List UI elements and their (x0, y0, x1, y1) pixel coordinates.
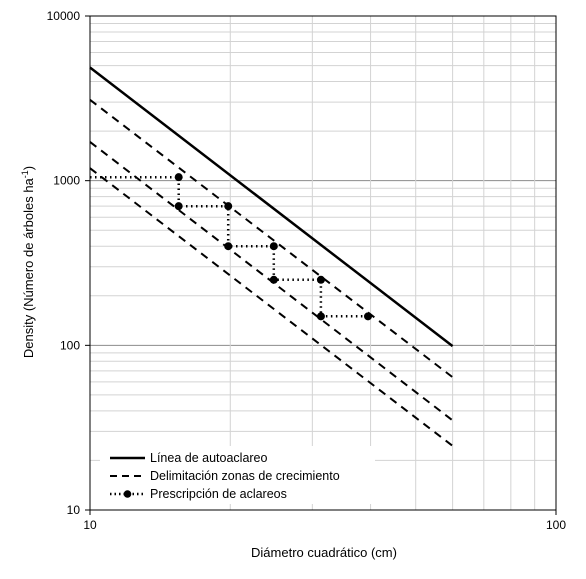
marker-layer (174, 173, 373, 321)
y-tick-label: 10 (67, 503, 81, 517)
data-point-marker (269, 275, 278, 284)
series-line-solid (89, 66, 454, 348)
data-point-marker (269, 242, 278, 251)
y-axis-title-main: Density (Número de árboles ha (21, 177, 36, 358)
data-point-marker (174, 202, 183, 211)
data-point-marker (224, 202, 233, 211)
gridlines (90, 16, 556, 510)
y-tick-label: 1000 (53, 174, 80, 188)
data-point-marker (364, 312, 373, 321)
data-point-marker (316, 312, 325, 321)
y-tick-label: 10000 (47, 9, 81, 23)
data-point-marker (316, 275, 325, 284)
series-line-dotted-markers (90, 175, 368, 318)
legend-label: Delimitación zonas de crecimiento (150, 469, 340, 483)
series-layer (89, 66, 454, 447)
legend-label: Línea de autoaclareo (150, 451, 268, 465)
data-point-marker (224, 242, 233, 251)
y-axis-title-close: ) (21, 166, 36, 170)
legend-swatch-marker (123, 490, 132, 498)
tick-labels: 10 100 10 100 1000 10000 (47, 9, 567, 532)
legend: Línea de autoaclareo Delimitación zonas … (100, 446, 375, 504)
y-axis-title-superscript: -1 (20, 170, 30, 178)
data-point-marker (174, 173, 183, 182)
series-line-dashed (89, 167, 454, 447)
y-tick-label: 100 (60, 338, 80, 352)
legend-background (100, 446, 375, 504)
x-tick-label: 100 (546, 518, 566, 532)
plot-border (89, 15, 557, 511)
series-line-dashed (89, 99, 454, 378)
y-axis-title: Density (Número de árboles ha-1) (20, 166, 36, 358)
legend-label: Prescripción de aclareos (150, 487, 287, 501)
x-tick-label: 10 (83, 518, 97, 532)
x-axis-title: Diámetro cuadrático (cm) (251, 545, 397, 560)
